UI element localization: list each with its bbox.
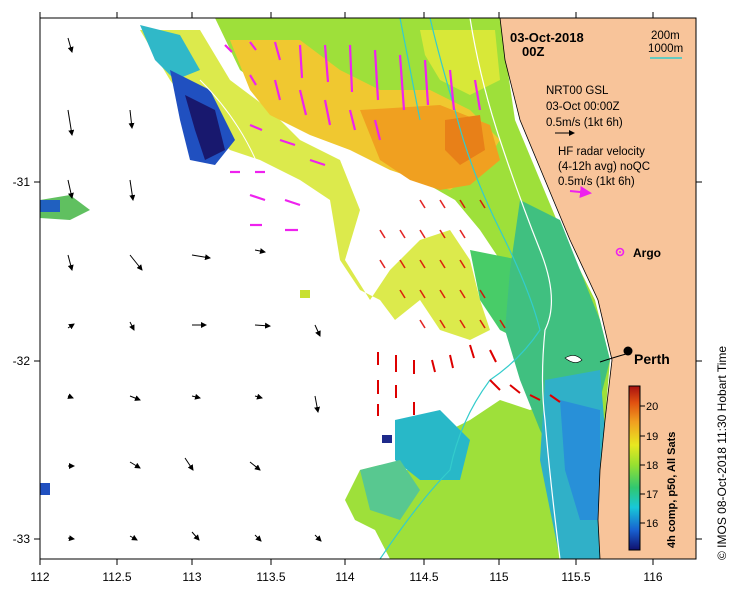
x-tick-label: 115 xyxy=(489,570,508,584)
x-tick-label: 113.5 xyxy=(256,570,285,584)
x-tick-label: 115.5 xyxy=(561,570,590,584)
coastline xyxy=(499,18,613,559)
contour-1000m xyxy=(379,18,541,559)
plot-frame xyxy=(39,17,697,560)
colorbar-label: 4h comp, p50, All Sats xyxy=(666,432,678,548)
colorbar-ticks xyxy=(640,405,645,524)
hf-radar-arrows-shelf xyxy=(379,199,506,329)
hf-legend-arrow xyxy=(569,186,592,198)
y-tick-label: -32 xyxy=(13,354,31,368)
depth-legend-200: 200m xyxy=(651,30,680,42)
map-date: 03-Oct-2018 xyxy=(510,30,584,45)
gsl-legend-time: 03-Oct 00:00Z xyxy=(546,101,620,113)
hf-radar-arrows xyxy=(224,41,482,232)
x-tick-label: 113 xyxy=(182,570,201,584)
contour-1000m-north xyxy=(399,18,421,121)
x-tick-label: 114 xyxy=(335,570,354,584)
colorbar-tick-label: 17 xyxy=(646,489,658,501)
hf-radar-arrows-fast xyxy=(377,344,561,416)
argo-marker xyxy=(615,247,625,257)
x-tick-label: 112.5 xyxy=(102,570,131,584)
argo-label: Argo xyxy=(633,246,661,260)
colorbar-tick-label: 20 xyxy=(646,401,658,413)
x-tick-label: 114.5 xyxy=(409,570,438,584)
y-tick-label: -31 xyxy=(13,175,31,189)
imos-credit: © IMOS 08-Oct-2018 11:30 Hobart Time xyxy=(715,346,729,560)
contour-200m-offshore xyxy=(199,79,261,171)
depth-legend-1000: 1000m xyxy=(648,43,683,55)
colorbar-tick-label: 19 xyxy=(646,431,658,443)
hf-legend-title: HF radar velocity xyxy=(558,146,645,158)
y-axis-ticks xyxy=(34,181,702,540)
hf-legend-avg: (4-12h avg) noQC xyxy=(558,161,650,173)
x-tick-label: 112 xyxy=(30,570,49,584)
x-axis-ticks xyxy=(39,12,654,565)
colorbar-tick-label: 16 xyxy=(646,518,658,530)
gsl-legend-scale: 0.5m/s (1kt 6h) xyxy=(546,117,623,129)
gsl-legend-title: NRT00 GSL xyxy=(546,85,609,97)
perth-label: Perth xyxy=(634,351,670,367)
y-tick-label: -33 xyxy=(13,532,31,546)
land-mass xyxy=(500,18,696,559)
rottnest-island xyxy=(564,355,583,363)
x-tick-label: 116 xyxy=(643,570,662,584)
hf-legend-scale: 0.5m/s (1kt 6h) xyxy=(558,176,635,188)
gsl-arrows xyxy=(67,37,322,542)
contour-200m xyxy=(469,18,561,559)
perth-marker xyxy=(623,346,633,356)
colorbar xyxy=(628,385,641,551)
map-hour: 00Z xyxy=(522,44,544,59)
colorbar-tick-label: 18 xyxy=(646,460,658,472)
